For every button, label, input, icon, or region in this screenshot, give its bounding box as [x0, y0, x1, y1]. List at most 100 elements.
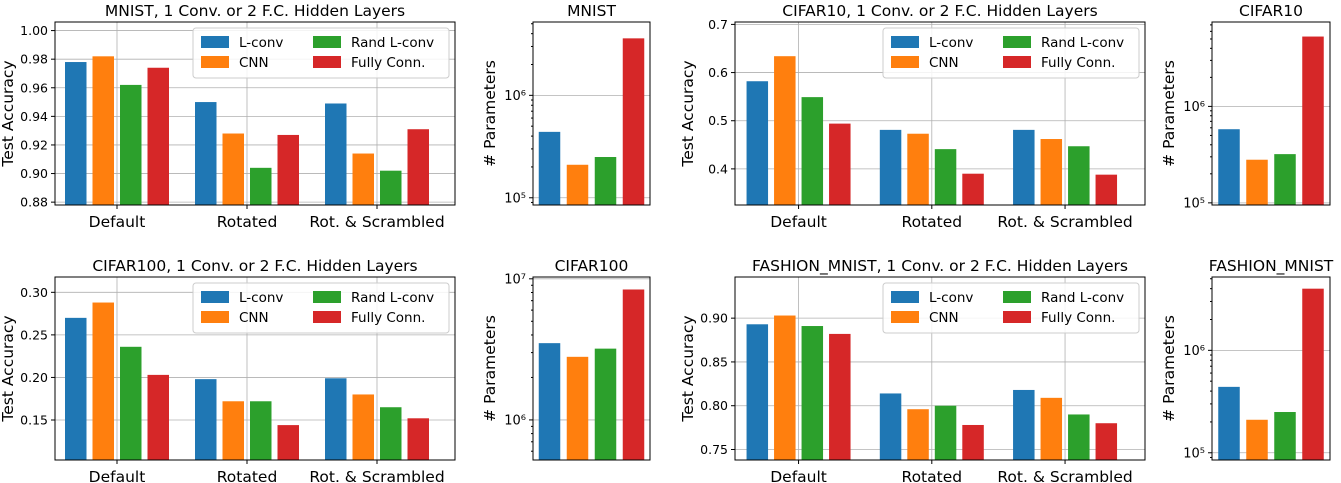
- bar-fully-conn-: [1095, 174, 1118, 205]
- y-tick-label: 0.88: [20, 195, 48, 210]
- plot-frame: [734, 276, 1146, 461]
- bar-cnn: [1040, 397, 1063, 460]
- bar-rand-l-conv: [801, 326, 824, 460]
- legend-label: Rand L-conv: [1041, 35, 1124, 51]
- x-tick-label: Rot. & Scrambled: [309, 468, 444, 483]
- legend-box: [882, 282, 1140, 334]
- x-tick-label: Default: [770, 213, 827, 231]
- bar-fully-conn-: [277, 425, 299, 460]
- chart-title: MNIST: [567, 2, 616, 20]
- x-tick-label: Rotated: [217, 213, 278, 231]
- legend-label: L-conv: [929, 290, 973, 306]
- legend-swatch: [891, 291, 919, 303]
- y-tick-label: 0.15: [20, 412, 48, 427]
- bar-cnn: [1040, 139, 1063, 205]
- y-tick-label: 1.00: [20, 23, 48, 38]
- legend-label: Rand L-conv: [351, 35, 434, 51]
- bar-rand-l-conv: [1274, 154, 1296, 205]
- chart-title: CIFAR100: [555, 257, 629, 275]
- bar-fully-conn-: [829, 123, 851, 205]
- bar-rand-l-conv: [801, 97, 824, 205]
- y-tick-label: 0.92: [20, 137, 48, 152]
- y-tick-label: 10⁶: [1183, 100, 1205, 115]
- y-tick-label: 0.30: [20, 285, 48, 300]
- bar-l-conv: [1013, 129, 1035, 205]
- bar-l-conv: [879, 393, 902, 460]
- y-tick-label: 0.5: [708, 113, 728, 128]
- bar-cnn: [774, 315, 796, 460]
- bar-l-conv: [538, 343, 561, 460]
- y-tick-label: 10⁵: [1183, 446, 1205, 461]
- bar-fully-conn-: [277, 134, 299, 205]
- y-axis-label: Test Accuracy: [0, 315, 17, 422]
- y-axis-label: # Parameters: [481, 60, 499, 167]
- bar-fully-conn-: [962, 173, 984, 205]
- bar-l-conv: [65, 317, 87, 460]
- legend-label: CNN: [239, 55, 269, 71]
- legend-label: Fully Conn.: [1041, 310, 1115, 326]
- y-tick-label: 10⁷: [504, 272, 526, 287]
- bar-rand-l-conv: [120, 84, 142, 205]
- y-tick-label: 0.90: [20, 166, 48, 181]
- y-axis-label: Test Accuracy: [679, 315, 697, 422]
- y-tick-label: 0.20: [20, 370, 48, 385]
- plot-frame: [1211, 21, 1331, 206]
- bar-rand-l-conv: [1068, 414, 1090, 460]
- legend-box: [192, 27, 450, 79]
- plot-frame: [532, 276, 651, 461]
- y-tick-label: 0.4: [708, 161, 728, 176]
- bar-l-conv: [538, 131, 561, 205]
- y-tick-label: 10⁶: [504, 413, 526, 428]
- y-tick-label: 0.6: [708, 65, 728, 80]
- plot-frame: [532, 21, 651, 206]
- bar-cnn: [566, 356, 589, 460]
- y-tick-label: 0.7: [708, 17, 728, 32]
- legend-swatch: [1003, 36, 1031, 48]
- bar-l-conv: [195, 102, 217, 205]
- legend-swatch: [201, 36, 229, 48]
- x-tick-label: Rotated: [902, 468, 963, 483]
- y-tick-label: 0.96: [20, 80, 48, 95]
- legend-swatch: [313, 291, 341, 303]
- legend-label: L-conv: [239, 290, 283, 306]
- y-tick-label: 10⁶: [1183, 344, 1205, 359]
- legend-label: CNN: [929, 310, 959, 326]
- legend-swatch: [201, 291, 229, 303]
- bar-l-conv: [1218, 129, 1240, 205]
- x-tick-label: Rot. & Scrambled: [309, 213, 444, 231]
- bar-rand-l-conv: [380, 170, 402, 205]
- bar-rand-l-conv: [250, 401, 272, 460]
- x-tick-label: Default: [770, 468, 827, 483]
- bar-fully-conn-: [407, 418, 429, 460]
- bar-cnn: [566, 164, 589, 205]
- legend-swatch: [891, 56, 919, 68]
- legend-label: Rand L-conv: [1041, 290, 1124, 306]
- legend-swatch: [201, 311, 229, 323]
- x-tick-label: Rotated: [902, 213, 963, 231]
- y-axis-label: # Parameters: [481, 315, 499, 422]
- legend-label: CNN: [239, 310, 269, 326]
- bar-cnn: [352, 153, 374, 205]
- legend-swatch: [201, 56, 229, 68]
- x-tick-label: Rot. & Scrambled: [997, 468, 1132, 483]
- legend-label: Rand L-conv: [351, 290, 434, 306]
- bar-fully-conn-: [622, 289, 645, 460]
- bar-rand-l-conv: [380, 407, 402, 460]
- legend-label: L-conv: [239, 35, 283, 51]
- bar-fully-conn-: [147, 67, 169, 205]
- legend-label: L-conv: [929, 35, 973, 51]
- plot-frame: [54, 21, 456, 206]
- legend-swatch: [313, 36, 341, 48]
- bar-cnn: [774, 56, 796, 205]
- y-tick-label: 0.85: [700, 354, 728, 369]
- bar-cnn: [222, 401, 244, 460]
- x-tick-label: Default: [89, 468, 146, 483]
- bar-rand-l-conv: [594, 157, 617, 205]
- y-tick-label: 10⁵: [504, 191, 526, 206]
- bar-rand-l-conv: [594, 348, 617, 460]
- bar-l-conv: [746, 81, 769, 205]
- y-axis-label: Test Accuracy: [679, 60, 697, 167]
- bar-fully-conn-: [829, 333, 851, 460]
- chart-title: CIFAR10, 1 Conv. or 2 F.C. Hidden Layers: [782, 2, 1097, 20]
- legend-label: CNN: [929, 55, 959, 71]
